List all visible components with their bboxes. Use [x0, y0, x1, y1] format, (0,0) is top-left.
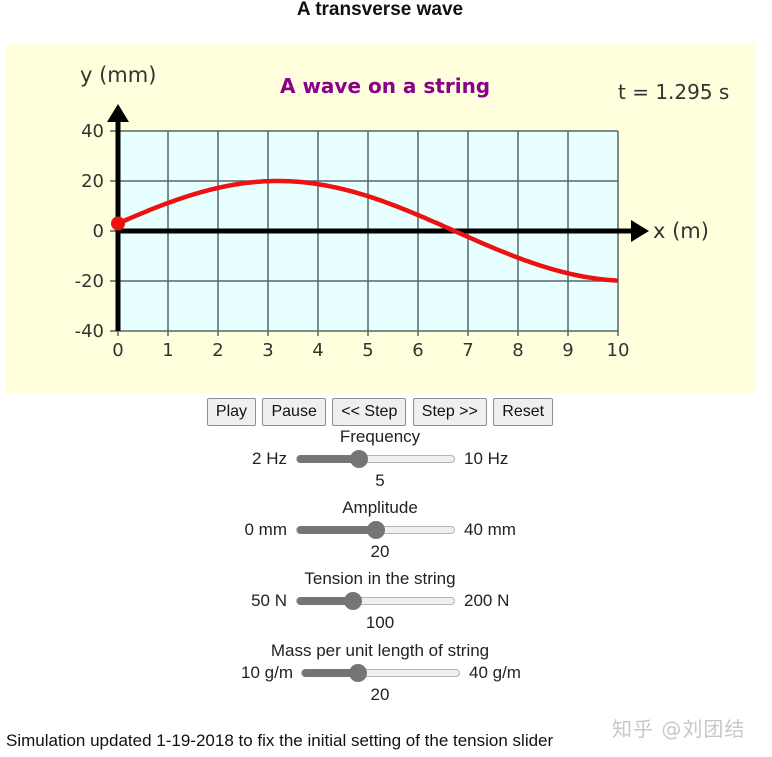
svg-text:6: 6	[412, 340, 423, 361]
amplitude-max-label: 40 mm	[464, 520, 516, 539]
x-axis-label: x (m)	[653, 219, 709, 243]
y-axis-arrow-icon	[107, 104, 129, 122]
svg-text:8: 8	[512, 340, 523, 361]
reset-button[interactable]: Reset	[493, 398, 554, 426]
amplitude-slider-fill	[297, 526, 376, 534]
tick-labels: 0 1 2 3 4 5 6 7 8 9 10 40 20 0 -20 -40	[75, 121, 630, 361]
tension-slider-thumb[interactable]	[344, 592, 362, 610]
amplitude-value: 20	[370, 542, 390, 561]
mass-density-slider[interactable]	[301, 664, 460, 682]
svg-text:4: 4	[312, 340, 323, 361]
tension-control: Tension in the string 50 N 200 N 100	[0, 568, 760, 634]
svg-text:2: 2	[212, 340, 223, 361]
svg-text:9: 9	[562, 340, 573, 361]
frequency-control: Frequency 2 Hz 10 Hz 5	[0, 426, 760, 492]
tension-min-label: 50 N	[251, 591, 287, 610]
simulation-title: A wave on a string	[280, 74, 490, 98]
svg-text:0: 0	[93, 221, 104, 242]
amplitude-label: Amplitude	[342, 498, 418, 517]
page-title: A transverse wave	[296, 0, 464, 20]
wave-plot: 0 1 2 3 4 5 6 7 8 9 10 40 20 0 -20 -40 y (mm) x (m) A w…	[75, 63, 730, 361]
svg-text:10: 10	[607, 340, 630, 361]
mass-density-min-label: 10 g/m	[241, 663, 293, 682]
tension-max-label: 200 N	[464, 591, 510, 610]
mass-density-control: Mass per unit length of string 10 g/m 40…	[0, 640, 760, 706]
x-axis-arrow-icon	[631, 220, 649, 242]
mass-density-slider-fill	[302, 669, 358, 677]
svg-text:5: 5	[362, 340, 373, 361]
time-display: t = 1.295 s	[618, 80, 729, 104]
frequency-value: 5	[375, 471, 385, 490]
svg-text:40: 40	[81, 121, 104, 142]
mass-density-label: Mass per unit length of string	[270, 641, 490, 660]
amplitude-slider-thumb[interactable]	[367, 521, 385, 539]
frequency-label: Frequency	[339, 427, 421, 446]
svg-text:1: 1	[162, 340, 173, 361]
tension-label: Tension in the string	[304, 569, 456, 588]
playback-controls: Play Pause << Step Step >> Reset	[0, 398, 760, 426]
amplitude-min-label: 0 mm	[244, 520, 288, 539]
frequency-slider-fill	[297, 455, 359, 463]
step-back-button[interactable]: << Step	[332, 398, 407, 426]
amplitude-slider[interactable]	[296, 521, 455, 539]
mass-density-max-label: 40 g/m	[469, 663, 521, 682]
svg-text:0: 0	[112, 340, 123, 361]
tension-slider-fill	[297, 597, 353, 605]
watermark: 知乎 @刘团结	[612, 717, 746, 741]
svg-text:-40: -40	[75, 321, 104, 342]
driver-dot	[111, 216, 125, 231]
svg-text:-20: -20	[75, 271, 104, 292]
simulation-panel: 0 1 2 3 4 5 6 7 8 9 10 40 20 0 -20 -40 y (mm) x (m) A w…	[6, 44, 755, 393]
svg-text:20: 20	[81, 171, 104, 192]
play-button[interactable]: Play	[206, 398, 257, 426]
frequency-slider-thumb[interactable]	[350, 450, 368, 468]
mass-density-value: 20	[370, 685, 390, 704]
pause-button[interactable]: Pause	[262, 398, 326, 426]
svg-text:3: 3	[262, 340, 273, 361]
mass-density-slider-thumb[interactable]	[349, 664, 367, 682]
tension-value: 100	[365, 613, 395, 632]
amplitude-control: Amplitude 0 mm 40 mm 20	[0, 497, 760, 563]
frequency-min-label: 2 Hz	[252, 449, 287, 468]
frequency-max-label: 10 Hz	[464, 449, 509, 468]
y-axis-label: y (mm)	[80, 63, 156, 87]
step-forward-button[interactable]: Step >>	[412, 398, 487, 426]
tension-slider[interactable]	[296, 592, 455, 610]
wave-curve	[117, 178, 619, 283]
svg-text:7: 7	[462, 340, 473, 361]
frequency-slider[interactable]	[296, 450, 455, 468]
update-note: Simulation updated 1-19-2018 to fix the …	[6, 731, 554, 750]
